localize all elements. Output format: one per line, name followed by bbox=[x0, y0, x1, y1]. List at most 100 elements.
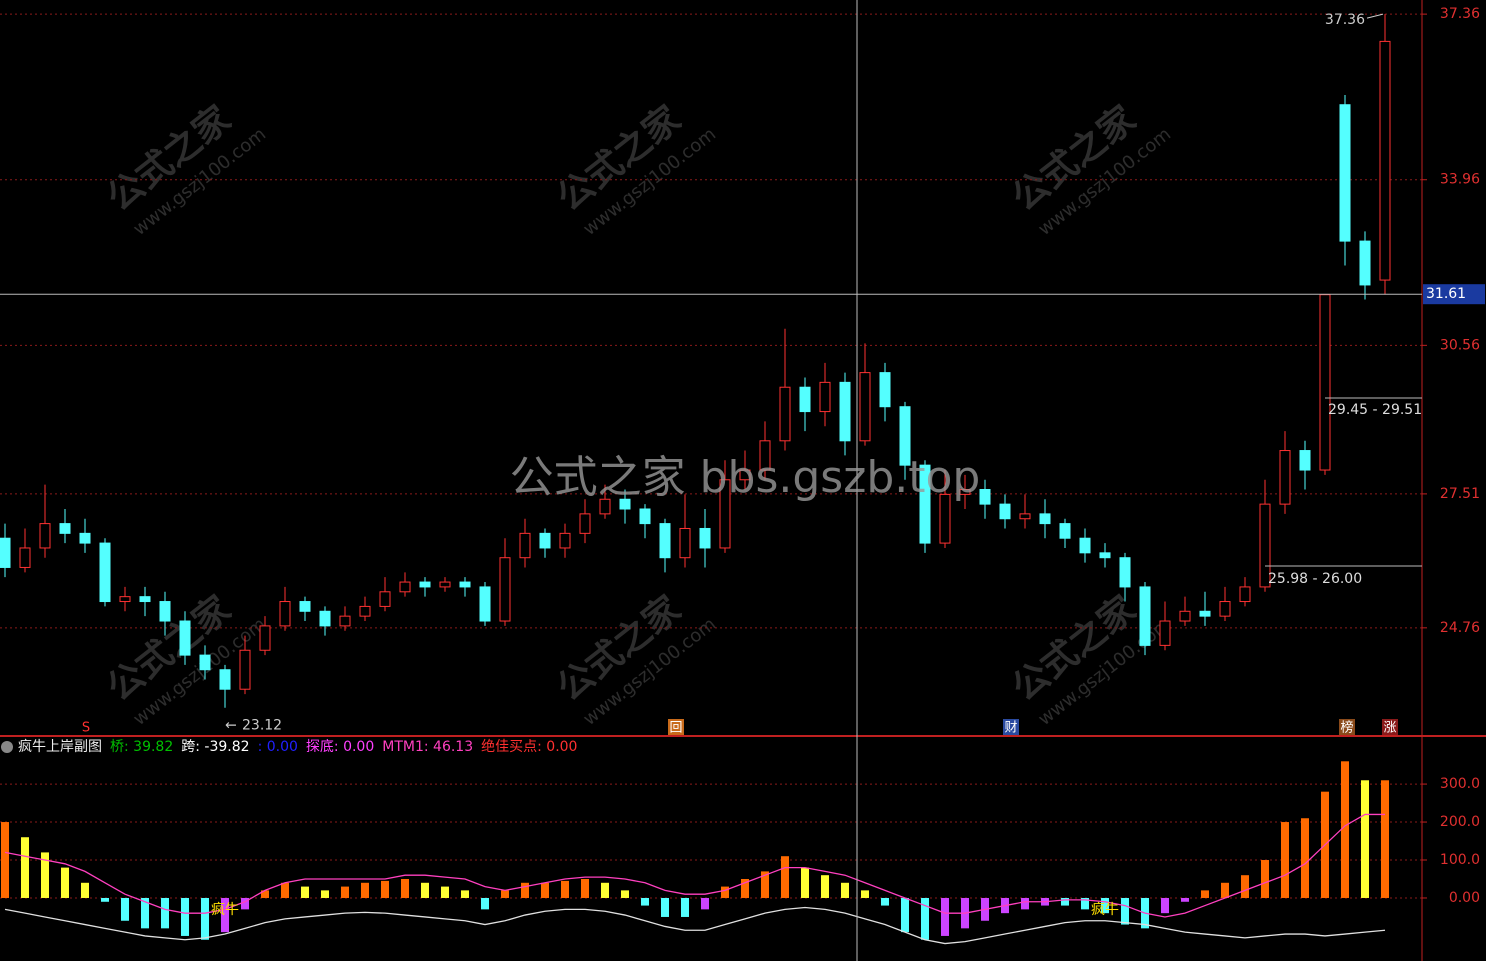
y-tick-label: 300.0 bbox=[1440, 776, 1480, 792]
indicator-bar bbox=[421, 882, 429, 898]
candle-body bbox=[939, 493, 951, 544]
candle-body bbox=[379, 591, 391, 607]
candle-body bbox=[259, 625, 271, 651]
indicator-bar bbox=[921, 897, 929, 940]
candle-body bbox=[299, 601, 311, 612]
candle-body bbox=[179, 620, 191, 656]
indicator-bar bbox=[381, 880, 389, 898]
indicator-bar bbox=[1261, 860, 1269, 898]
indicator-bar bbox=[181, 897, 189, 936]
crosshair-label-bg bbox=[1423, 284, 1485, 305]
candle-body bbox=[899, 406, 911, 466]
indicator-bar bbox=[261, 890, 269, 898]
indicator-bar bbox=[881, 897, 889, 906]
candle-body bbox=[219, 669, 231, 690]
candle-body bbox=[339, 615, 351, 627]
candle-body bbox=[779, 386, 791, 442]
candle-body bbox=[599, 498, 611, 515]
indicator-bar bbox=[121, 897, 129, 921]
candle-body bbox=[1199, 610, 1211, 617]
candle-body bbox=[1359, 240, 1371, 286]
range-label: 29.45 - 29.51 bbox=[1328, 402, 1422, 418]
indicator-bar bbox=[81, 882, 89, 898]
indicator-bar bbox=[141, 897, 149, 929]
indicator-bar bbox=[661, 897, 669, 917]
indicator-bar bbox=[361, 882, 369, 898]
indicator-bar bbox=[721, 886, 729, 898]
indicator-bar bbox=[101, 897, 109, 902]
y-tick-label: 33.96 bbox=[1440, 172, 1480, 188]
indicator-bar bbox=[801, 867, 809, 898]
indicator-bar bbox=[581, 878, 589, 898]
indicator-bar bbox=[821, 875, 829, 898]
indicator-bar bbox=[301, 886, 309, 898]
candle-body bbox=[659, 523, 671, 559]
candle-body bbox=[1319, 294, 1331, 471]
indicator-bar bbox=[161, 897, 169, 929]
indicator-bar bbox=[1241, 875, 1249, 898]
candle-body bbox=[579, 513, 591, 534]
candle-body bbox=[359, 605, 371, 617]
indicator-value: MTM1: 46.13 bbox=[382, 739, 473, 755]
indicator-bar bbox=[1101, 897, 1109, 914]
candle-body bbox=[1379, 40, 1391, 281]
candle-body bbox=[1079, 537, 1091, 554]
candle-body bbox=[459, 581, 471, 588]
candle-body bbox=[979, 489, 991, 505]
indicator-bar bbox=[681, 897, 689, 917]
indicator-value: : 0.00 bbox=[258, 739, 298, 755]
candle-body bbox=[139, 596, 151, 603]
indicator-bar bbox=[1201, 890, 1209, 898]
marker: 榜 bbox=[1340, 720, 1353, 736]
marker: 涨 bbox=[1383, 721, 1396, 736]
candle-body bbox=[1179, 610, 1191, 622]
candle-body bbox=[1219, 601, 1231, 617]
y-tick-label: 37.36 bbox=[1440, 6, 1480, 22]
candle-body bbox=[19, 547, 31, 568]
indicator-bar bbox=[641, 897, 649, 906]
candle-body bbox=[59, 523, 71, 534]
indicator-bar bbox=[321, 890, 329, 898]
y-tick-label: 24.76 bbox=[1440, 620, 1480, 636]
y-tick-label: 200.0 bbox=[1440, 814, 1480, 830]
marker: 回 bbox=[669, 721, 682, 736]
candle-body bbox=[1099, 552, 1111, 559]
indicator-bar bbox=[1081, 897, 1089, 910]
candle-body bbox=[239, 649, 251, 690]
candle-body bbox=[159, 601, 171, 622]
candle-body bbox=[759, 440, 771, 471]
candle-body bbox=[279, 601, 291, 627]
indicator-bar bbox=[601, 882, 609, 898]
candle-body bbox=[719, 479, 731, 549]
indicator-line bbox=[4, 813, 1385, 918]
indicator-bar bbox=[461, 890, 469, 898]
candle-body bbox=[39, 523, 51, 549]
marker-bg bbox=[1003, 719, 1019, 735]
candle-body bbox=[519, 532, 531, 559]
candle-body bbox=[99, 542, 111, 603]
indicator-bar bbox=[1, 822, 9, 898]
marker-bg bbox=[668, 719, 684, 735]
candle-body bbox=[479, 586, 491, 622]
indicator-value: 桥: 39.82 bbox=[110, 739, 173, 755]
indicator-bar bbox=[701, 897, 709, 910]
candle-body bbox=[639, 508, 651, 525]
indicator-bar bbox=[1281, 822, 1289, 898]
indicator-bar bbox=[1221, 882, 1229, 898]
range-label: 25.98 - 26.00 bbox=[1268, 571, 1362, 587]
indicator-bar bbox=[241, 897, 249, 910]
candle-body bbox=[739, 469, 751, 481]
candle-body bbox=[119, 596, 131, 603]
candle-body bbox=[839, 381, 851, 442]
candle-body bbox=[959, 489, 971, 495]
indicator-bar bbox=[541, 882, 549, 898]
candle-body bbox=[1339, 104, 1351, 242]
y-tick-label: 30.56 bbox=[1440, 337, 1480, 353]
indicator-bar bbox=[861, 890, 869, 898]
indicator-bar bbox=[1361, 780, 1369, 898]
candle-body bbox=[559, 532, 571, 549]
candle-body bbox=[859, 372, 871, 442]
candle-body bbox=[999, 503, 1011, 520]
